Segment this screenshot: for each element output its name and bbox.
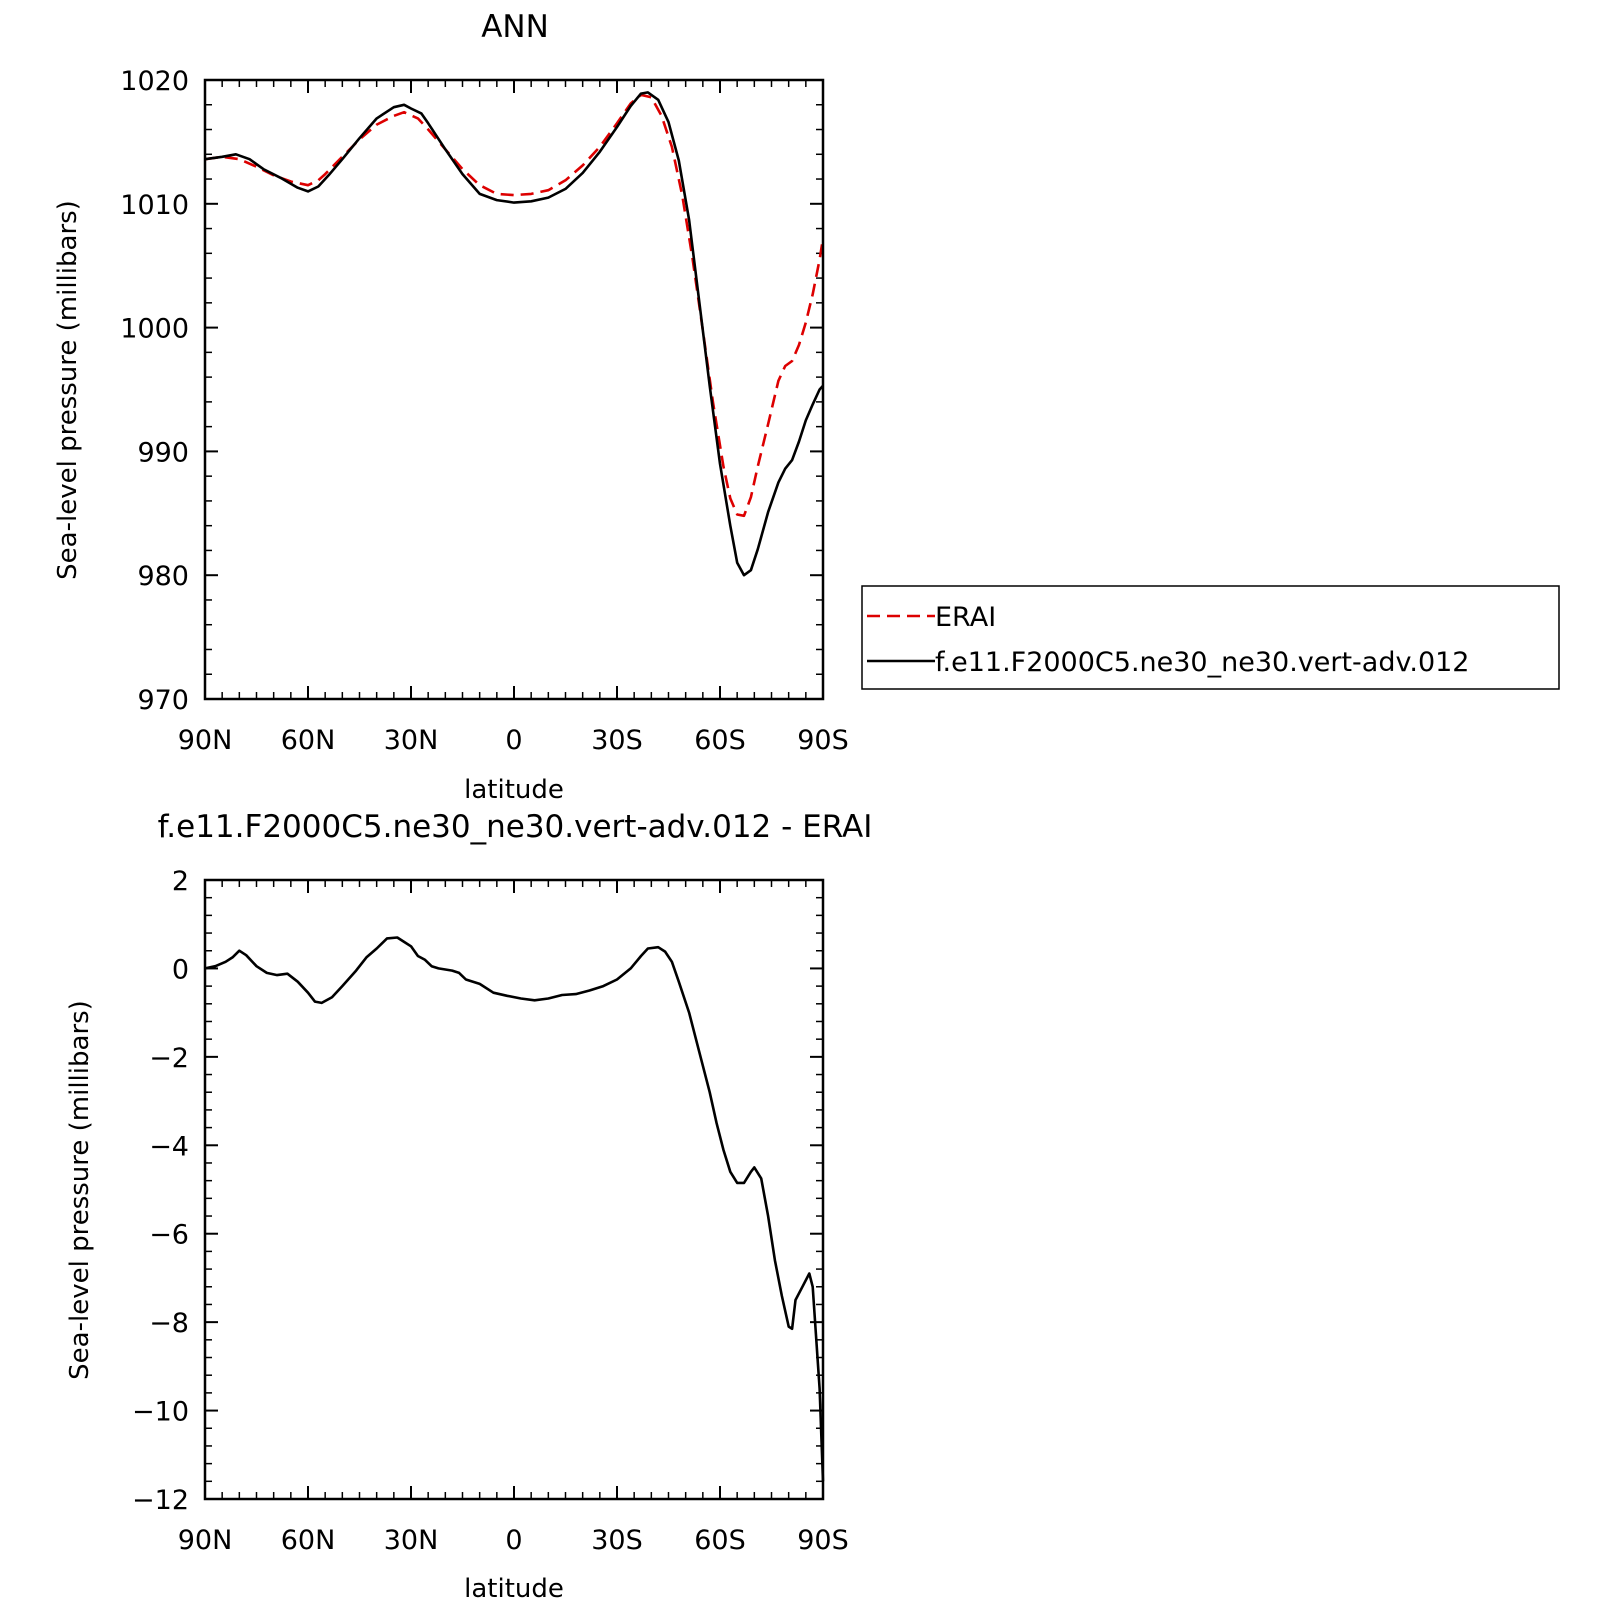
bottom-y-tick-label: 0 (172, 954, 189, 985)
top-y-tick-label: 970 (137, 685, 189, 716)
legend-label-model: f.e11.F2000C5.ne30_ne30.vert-adv.012 (935, 647, 1469, 678)
bottom-y-tick-label: 2 (172, 866, 189, 897)
bottom-y-axis-label: Sea-level pressure (millibars) (65, 1000, 95, 1380)
bottom-y-tick-label: −2 (149, 1043, 189, 1074)
bottom-x-tick-label: 90N (178, 1525, 233, 1556)
bottom-x-tick-label: 60S (694, 1525, 746, 1556)
bottom-chart-title: f.e11.F2000C5.ne30_ne30.vert-adv.012 - E… (158, 809, 873, 845)
top-chart-title: ANN (481, 9, 549, 45)
top-series-line-0 (204, 93, 825, 518)
top-x-tick-label: 30N (384, 725, 439, 756)
bottom-y-tick-label: −8 (149, 1308, 189, 1339)
top-y-tick-label: 1020 (120, 66, 189, 97)
top-y-tick-label: 990 (137, 437, 189, 468)
bottom-y-tick-label: −12 (132, 1485, 189, 1516)
bottom-y-tick-label: −4 (149, 1131, 189, 1162)
bottom-x-tick-label: 0 (505, 1525, 522, 1556)
top-x-axis-label: latitude (464, 775, 564, 805)
top-y-tick-label: 980 (137, 561, 189, 592)
bottom-series-line-0 (204, 936, 825, 1482)
legend: ERAI f.e11.F2000C5.ne30_ne30.vert-adv.01… (861, 585, 1560, 690)
top-panel: ANN 90N 60N 30N 0 30S 60S 90S 970 980 990 1000 1010… (53, 9, 849, 805)
bottom-x-axis-label: latitude (464, 1574, 564, 1603)
top-x-tick-label: 30S (591, 725, 643, 756)
legend-label-erai: ERAI (935, 602, 996, 633)
bottom-x-tick-label: 60N (281, 1525, 336, 1556)
bottom-x-tick-label: 30N (384, 1525, 439, 1556)
top-x-tick-label: 60S (694, 725, 746, 756)
top-y-axis-label: Sea-level pressure (millibars) (53, 200, 83, 580)
bottom-panel: f.e11.F2000C5.ne30_ne30.vert-adv.012 - E… (65, 809, 872, 1603)
top-y-tick-label: 1010 (120, 190, 189, 221)
bottom-x-tick-label: 90S (797, 1525, 849, 1556)
bottom-y-tick-label: −6 (149, 1220, 189, 1251)
top-x-tick-label: 90N (178, 725, 233, 756)
legend-box (861, 585, 1560, 690)
top-x-tick-label: 60N (281, 725, 336, 756)
bottom-plot-area: 90N 60N 30N 0 30S 60S 90S −12 −10 −8 −6 −4 −2 0 2 (132, 866, 849, 1556)
bottom-x-tick-label: 30S (591, 1525, 643, 1556)
top-plot-area: 90N 60N 30N 0 30S 60S 90S 970 980 990 1000 1010 1020 (120, 66, 848, 756)
bottom-plot-frame (203, 878, 825, 1501)
top-y-tick-label: 1000 (120, 314, 189, 345)
top-series-line-1 (204, 91, 824, 577)
top-x-tick-label: 90S (797, 725, 849, 756)
top-x-tick-label: 0 (505, 725, 522, 756)
bottom-y-tick-label: −10 (132, 1397, 189, 1428)
top-plot-frame (203, 78, 825, 701)
